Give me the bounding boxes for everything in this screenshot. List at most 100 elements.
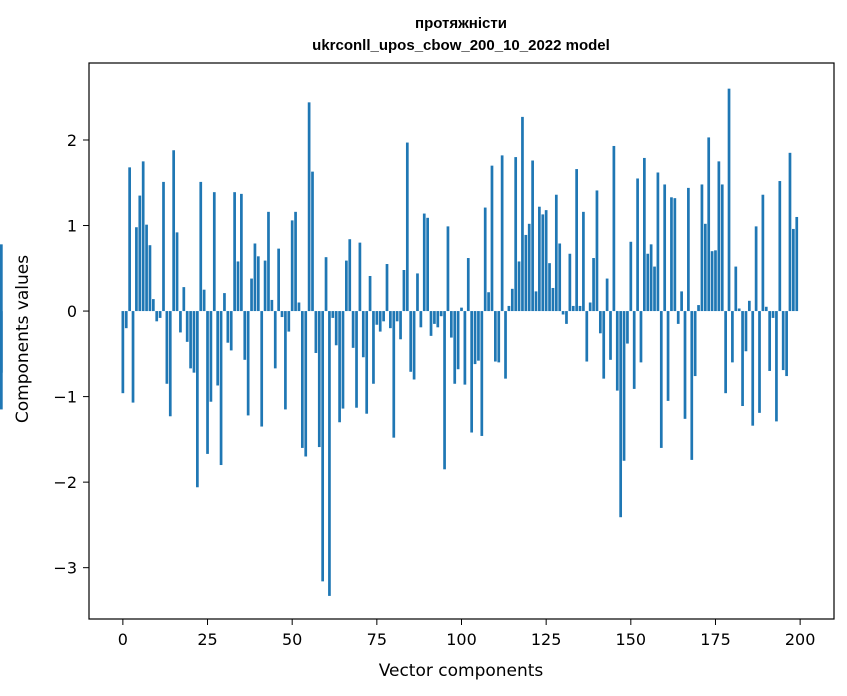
bars-group bbox=[0, 88, 799, 596]
bar bbox=[399, 311, 402, 340]
bar bbox=[189, 311, 192, 369]
bar bbox=[714, 250, 717, 312]
bar bbox=[439, 311, 443, 317]
bar bbox=[226, 311, 230, 343]
bar bbox=[673, 198, 677, 312]
bar bbox=[734, 266, 738, 312]
bar bbox=[385, 264, 389, 312]
bar bbox=[297, 302, 301, 312]
bar bbox=[0, 244, 3, 312]
bar bbox=[206, 311, 209, 454]
bar bbox=[737, 308, 741, 312]
bar bbox=[666, 311, 670, 401]
bar bbox=[575, 169, 578, 312]
bar bbox=[551, 287, 555, 312]
bar bbox=[334, 311, 338, 346]
bar bbox=[260, 311, 264, 427]
bar bbox=[236, 261, 240, 312]
bar bbox=[507, 305, 511, 312]
bar bbox=[578, 305, 582, 312]
bar bbox=[287, 311, 291, 332]
bar bbox=[141, 161, 145, 312]
bar bbox=[375, 311, 379, 325]
bar bbox=[466, 258, 470, 312]
bar bbox=[284, 311, 287, 410]
bar bbox=[256, 256, 260, 312]
bar bbox=[703, 223, 707, 312]
bar bbox=[304, 311, 308, 457]
y-tick-label: −1 bbox=[53, 388, 77, 407]
bar bbox=[727, 88, 731, 312]
y-tick-label: −2 bbox=[53, 473, 77, 492]
bar bbox=[243, 311, 247, 360]
bar bbox=[636, 178, 639, 312]
bar bbox=[182, 287, 186, 312]
bar bbox=[619, 311, 623, 518]
bar bbox=[646, 253, 650, 312]
bar bbox=[131, 311, 135, 403]
bar bbox=[751, 311, 755, 426]
bar bbox=[592, 258, 595, 312]
bar bbox=[521, 116, 524, 312]
y-axis-label: Components values bbox=[13, 255, 33, 423]
bar bbox=[436, 311, 440, 328]
bar bbox=[656, 172, 660, 312]
bar bbox=[412, 311, 416, 380]
bar bbox=[175, 232, 179, 312]
bar bbox=[504, 311, 507, 379]
bar bbox=[497, 311, 501, 363]
bar bbox=[378, 311, 382, 332]
bar bbox=[273, 311, 277, 369]
bar bbox=[775, 311, 778, 422]
bar bbox=[632, 311, 636, 389]
bar bbox=[372, 311, 375, 384]
bar bbox=[449, 311, 453, 338]
bar bbox=[267, 211, 270, 312]
bar bbox=[158, 311, 162, 318]
y-tick-label: 0 bbox=[67, 302, 77, 321]
bar bbox=[422, 213, 426, 312]
bar bbox=[565, 311, 568, 324]
x-axis-ticks: 0 25 50 75 100 125 150 175 200 bbox=[118, 619, 815, 649]
bar bbox=[324, 257, 328, 312]
bar bbox=[544, 210, 548, 312]
bar bbox=[764, 306, 768, 312]
bar bbox=[321, 311, 325, 582]
bar bbox=[626, 311, 629, 344]
bar bbox=[500, 155, 504, 312]
bar bbox=[473, 311, 477, 365]
bar bbox=[382, 311, 385, 322]
bar bbox=[541, 214, 545, 312]
bar bbox=[480, 311, 484, 436]
bar bbox=[351, 311, 355, 348]
bar bbox=[571, 305, 575, 312]
bar bbox=[595, 190, 599, 312]
bar bbox=[792, 228, 795, 312]
bar bbox=[317, 311, 321, 448]
bar bbox=[771, 311, 775, 318]
bar bbox=[524, 234, 528, 312]
bar bbox=[758, 311, 761, 413]
x-tick-label: 125 bbox=[531, 630, 562, 649]
bar bbox=[460, 307, 463, 312]
bar bbox=[165, 311, 169, 384]
bar bbox=[629, 241, 633, 312]
bar bbox=[368, 275, 372, 312]
bar bbox=[470, 311, 474, 433]
bar bbox=[229, 311, 233, 351]
bar bbox=[145, 224, 148, 312]
bar bbox=[538, 206, 541, 312]
y-tick-label: 1 bbox=[67, 217, 77, 236]
bar bbox=[510, 288, 514, 312]
bar bbox=[168, 311, 172, 417]
bar bbox=[659, 311, 663, 448]
bar bbox=[331, 311, 335, 318]
bar bbox=[300, 311, 304, 448]
x-tick-label: 75 bbox=[367, 630, 387, 649]
bar bbox=[216, 311, 220, 386]
bar bbox=[314, 311, 318, 353]
bar bbox=[294, 211, 297, 312]
bar bbox=[443, 311, 446, 470]
bar bbox=[561, 311, 565, 315]
bar bbox=[724, 311, 727, 394]
